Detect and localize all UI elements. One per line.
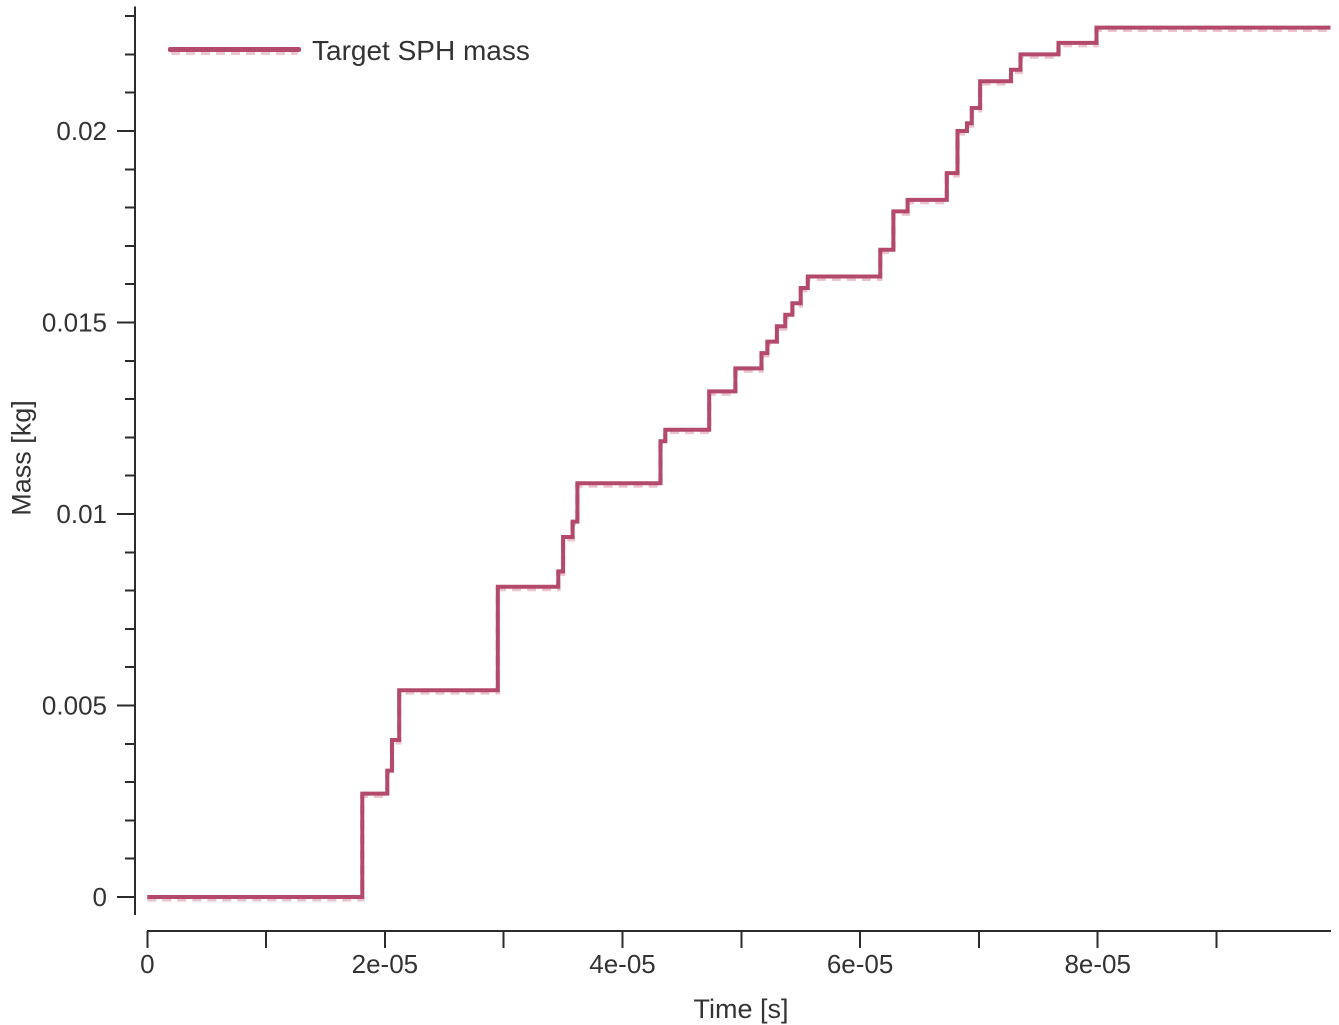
x-tick-label: 8e-05 <box>1064 949 1131 979</box>
y-tick-label: 0.01 <box>56 499 107 529</box>
y-axis-label: Mass [kg] <box>6 400 37 516</box>
x-tick-label: 2e-05 <box>352 949 419 979</box>
series-line-target-sph-mass <box>147 25 1331 899</box>
y-tick-label: 0.02 <box>56 116 107 146</box>
x-tick-label: 6e-05 <box>827 949 894 979</box>
x-axis-ticks: 0 2e-05 4e-05 6e-05 8e-05 <box>140 931 1218 979</box>
x-axis-label: Time [s] <box>693 994 789 1024</box>
legend-line-underlay <box>171 50 298 55</box>
x-tick-label: 4e-05 <box>589 949 656 979</box>
legend-line-swatch <box>168 46 301 56</box>
legend: Target SPH mass <box>168 36 530 66</box>
series-line-underlay <box>147 27 1331 902</box>
legend-label: Target SPH mass <box>312 35 530 66</box>
y-tick-label: 0.015 <box>42 307 107 337</box>
y-axis-major-ticks: 0 0.005 0.01 0.015 0.02 <box>42 116 135 912</box>
y-tick-label: 0 <box>93 882 107 912</box>
y-tick-label: 0.005 <box>42 690 107 720</box>
y-axis-minor-ticks <box>125 15 135 860</box>
x-tick-label: 0 <box>140 949 154 979</box>
legend-line-icon <box>168 46 301 52</box>
